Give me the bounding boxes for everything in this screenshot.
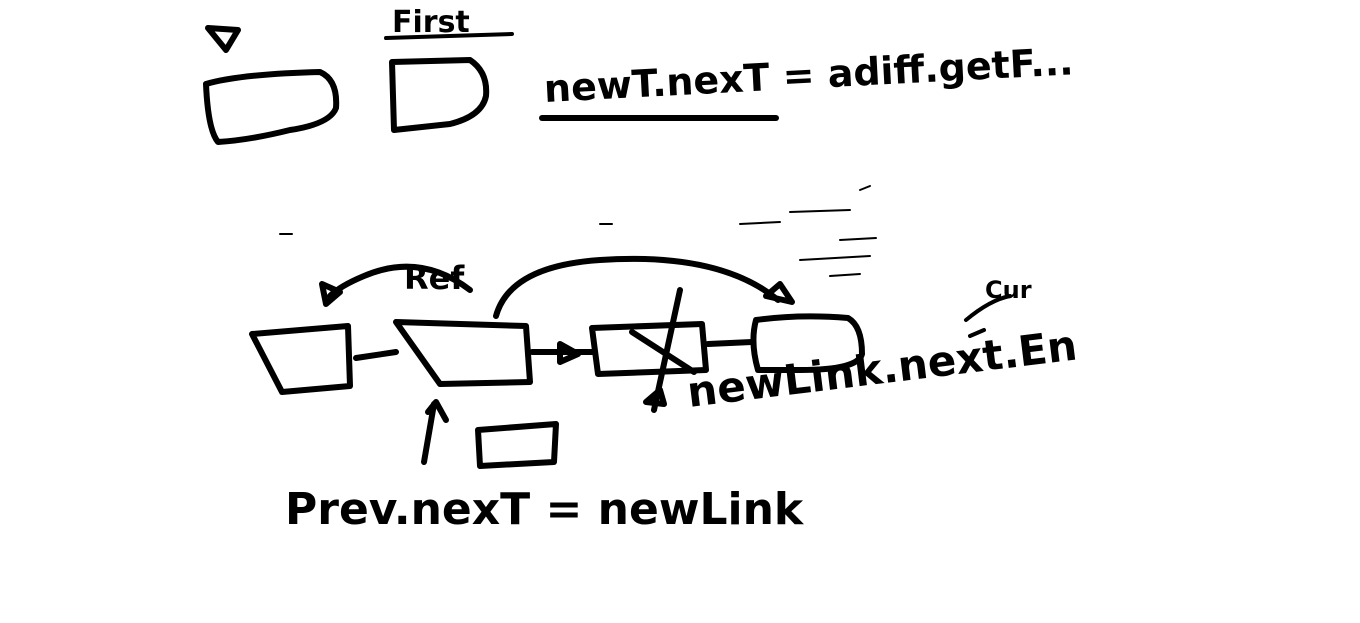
delete-arrowhead <box>643 387 667 407</box>
list-node-3-deleted <box>589 321 709 377</box>
link-3-4 <box>705 339 755 347</box>
faint-marks <box>279 185 877 277</box>
list-node-4 <box>750 313 865 373</box>
ref-arrowhead <box>319 281 343 307</box>
prev-next-label: Prev.nexT = newLink <box>285 484 804 535</box>
first-label: First <box>392 5 470 40</box>
pointer-up-arrowhead <box>425 399 449 423</box>
bypass-curve-arrow <box>493 255 781 319</box>
list-node-2 <box>393 319 533 387</box>
cur-tick <box>968 328 986 338</box>
new-link-box <box>475 421 559 469</box>
delete-cross-2 <box>629 329 697 375</box>
top-first-node-box <box>389 57 490 133</box>
link-1-2 <box>353 349 399 361</box>
list-node-1 <box>249 323 353 395</box>
link-2-3-arrowhead <box>557 341 581 365</box>
ref-label: Ref <box>404 259 465 297</box>
bypass-arrowhead <box>763 281 795 305</box>
top-triangle-marker <box>205 25 241 53</box>
cur-label: Cur <box>985 276 1032 304</box>
top-left-node-box <box>203 69 340 145</box>
cur-stroke <box>964 294 1012 322</box>
first-strike-line <box>384 32 514 40</box>
pointer-up-arrow <box>421 401 437 465</box>
